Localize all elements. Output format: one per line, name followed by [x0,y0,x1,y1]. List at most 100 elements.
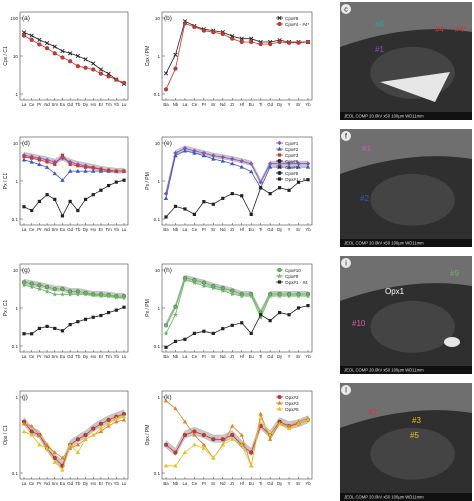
data-point [296,419,301,424]
x-tick-label: Ce [192,481,198,486]
x-tick-label: Pr [37,102,42,107]
x-tick-label: Ba [163,481,169,486]
series-opx14 [22,178,126,218]
data-point [220,31,225,37]
data-point [45,46,50,51]
data-point [29,159,34,164]
x-tick-label: Er [296,227,301,232]
data-point [211,156,216,161]
x-tick-label: Tb [75,481,81,486]
data-point [44,442,50,447]
data-point [220,158,225,163]
letter-badge [341,4,351,14]
plot-frame [19,263,129,353]
panel-letter: f [345,134,347,141]
data-point [182,450,188,455]
data-point [220,154,225,160]
data-point [75,450,81,455]
x-tick-label: Yb [305,481,311,486]
x-tick-label: La [22,354,27,359]
bright-inclusion [444,337,460,347]
x-tick-label: Eu [249,481,255,486]
y-tick-label: 10 [155,268,161,273]
legend-marker [277,140,282,146]
spot-label: #4* [455,25,467,34]
data-point [239,164,244,169]
spot-label: #2 [368,408,377,417]
y-axis-label: Px / C1 [3,173,9,190]
y-tick-label: 100 [10,16,18,21]
x-tick-label: Sm [52,227,59,232]
data-point [287,188,291,192]
chart-panel-d: (d) Px / C1 10 1 0.1La Ce Pr Nd Sm Eu Gd Tb Dy Ho Er Tm… [3,136,129,232]
data-point [106,421,111,426]
x-tick-label: Eu [60,227,66,232]
y-tick-label: 1 [15,179,18,184]
data-point [258,180,263,185]
sem-image-l: JEOL COMP 20.0kV x50 100µm WD11mm l #2 #3 #5 [340,383,472,501]
data-point [230,432,235,438]
spot-label: #10 [352,319,366,328]
y-tick-label: 0.1 [12,217,19,222]
x-tick-label: Yb [114,354,120,359]
spot-label: #8 [375,20,384,29]
data-point [202,329,206,333]
data-point [53,197,57,201]
x-tick-label: Ho [90,102,96,107]
data-point [60,286,65,292]
x-tick-label: Lu [122,481,127,486]
data-point [113,294,119,300]
spot-label: #1 [362,144,371,153]
x-tick-label: Nd [220,354,226,359]
x-tick-label: Er [99,227,104,232]
series-line [165,20,308,74]
legend-marker [277,406,282,411]
x-tick-label: Hf [240,102,245,107]
data-point [182,21,187,26]
plot-frame [19,390,129,480]
series-cpx8 [163,19,311,76]
chart-panel-a: (a) Cpx / C1 100 10 1 La Ce Pr Nd Sm Eu Gd Tb Dy Ho Er T… [3,11,129,107]
data-point [83,168,88,173]
data-point [211,30,216,35]
data-point [52,159,57,165]
data-point [192,150,197,155]
data-point [114,416,119,420]
legend-label: Opx#5 [285,407,299,412]
data-point [220,442,225,447]
chart-panel-b: (b) Cpx / PM 10 1 0.1Ba Nb La Ce Pr Sr Nd Zr Hf Eu Ti G… [145,11,313,107]
data-point [83,57,88,62]
y-axis-label: Opx / C1 [3,425,9,445]
data-point [239,432,244,437]
x-tick-label: Er [99,354,104,359]
reference-band [165,415,309,456]
legend-label: Cpx#1 [285,141,299,146]
data-point [29,423,34,428]
data-point [60,178,65,182]
data-point [202,200,206,204]
data-point [44,157,50,163]
chart-panel-j: (j) Opx / C1 1 0.1La Ce Pr Nd Sm Eu Gd Tb Dy Ho Er Tm Y… [3,390,129,486]
data-point [60,153,65,157]
x-tick-label: Tb [75,102,81,107]
legend-marker [277,158,282,164]
y-tick-label: 0.1 [154,344,161,349]
data-point [249,212,253,216]
spot-label: #1 [375,45,384,54]
series-opx14 [164,178,310,219]
data-point [91,168,96,173]
data-point [122,178,126,182]
chart-panel-e: (e) Px / PM 10 1 0.1Ba Nb La Ce Pr Sr Nd Zr Hf Eu Ti Gd… [145,136,313,232]
plot-frame [19,136,129,226]
x-tick-label: Ce [192,227,198,232]
data-point [122,305,126,309]
x-tick-label: Er [99,102,104,107]
data-point [21,30,27,35]
bright-phase [340,2,472,47]
legend-label: Opx#1 - #4 [285,177,308,182]
data-point [182,432,187,438]
legend-label: Cpx#5 [285,171,299,176]
data-point [201,153,207,158]
data-point [230,161,235,166]
